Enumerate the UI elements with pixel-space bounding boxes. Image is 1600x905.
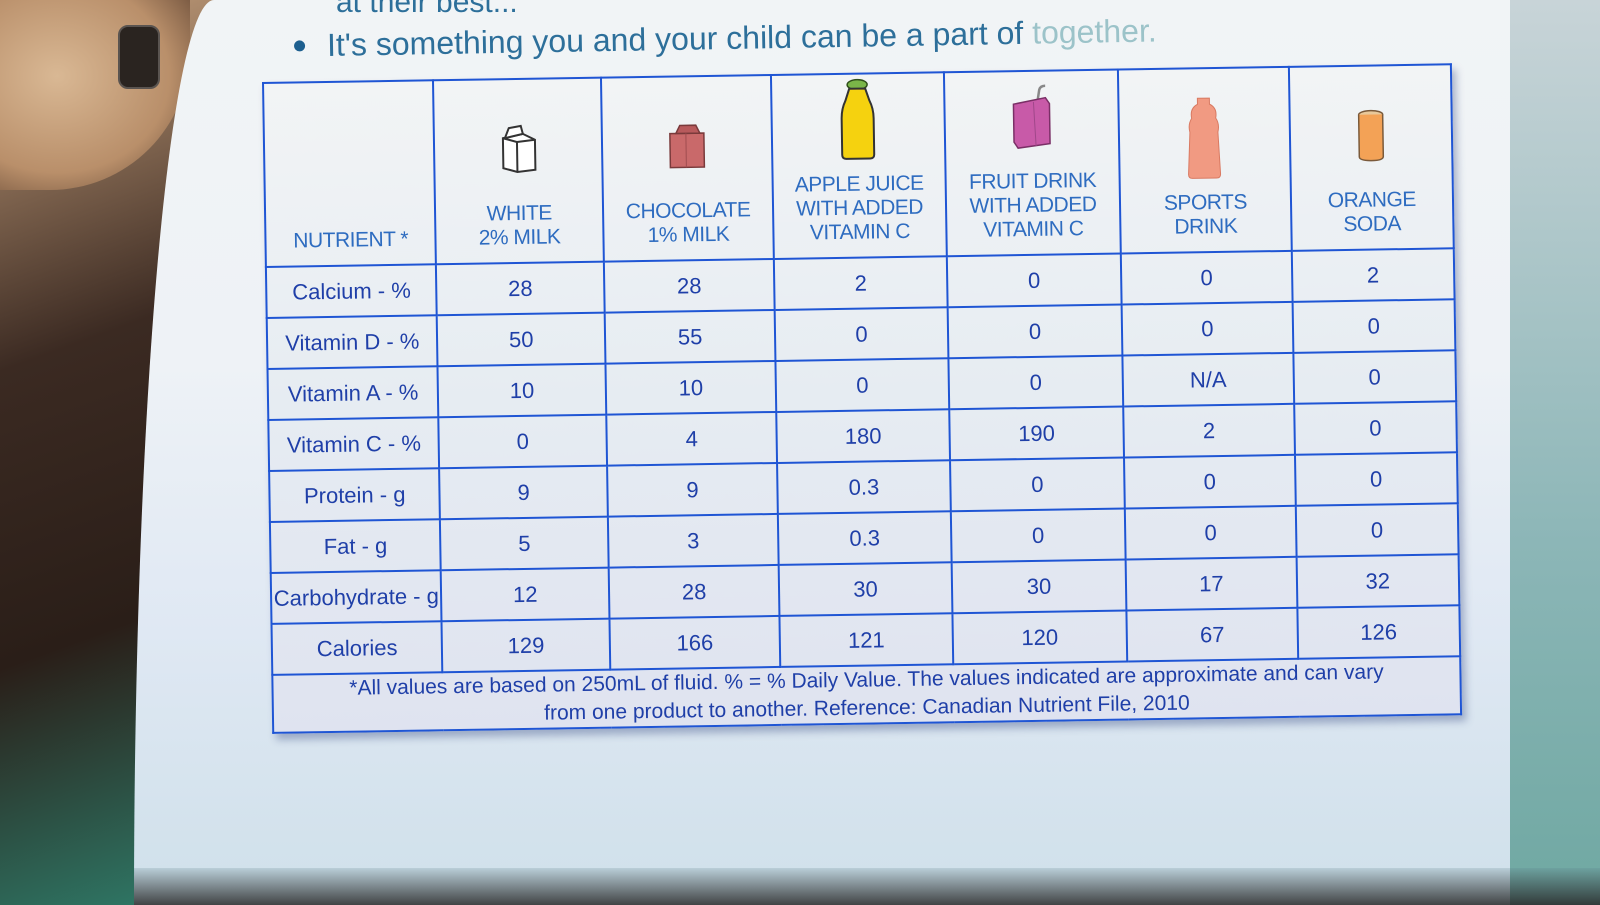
table-cell: 0	[1125, 505, 1297, 560]
table-cell: 0	[946, 253, 1122, 308]
table-cell: 3	[607, 513, 779, 568]
table-cell: 9	[606, 462, 779, 517]
row-label: Vitamin D - %	[266, 315, 438, 369]
table-cell: 0	[1293, 401, 1457, 455]
table-cell: 28	[608, 564, 780, 619]
column-label-line1: CHOCOLATE	[625, 198, 751, 224]
ring	[118, 25, 160, 89]
row-label: Vitamin C - %	[268, 417, 440, 471]
table-cell: 0	[1121, 250, 1293, 305]
table-cell: 129	[441, 618, 611, 673]
row-label: Vitamin A - %	[267, 366, 439, 420]
header-row: NUTRIENT * WHITE 2% MILK	[263, 64, 1454, 267]
nutrient-column-header: NUTRIENT *	[263, 80, 437, 267]
sports-bottle-icon	[1188, 97, 1222, 179]
column-label-line2: WITH ADDED	[969, 192, 1097, 218]
column-label-line1: WHITE	[486, 201, 552, 226]
column-label-line2: 2% MILK	[478, 225, 561, 250]
table-cell: 30	[778, 562, 953, 616]
column-label-line2: SODA	[1343, 212, 1402, 237]
table-cell: 12	[441, 567, 610, 622]
table-cell: 180	[776, 409, 950, 463]
table-cell: 0	[950, 508, 1126, 563]
juice-bottle-icon	[841, 78, 876, 160]
table-cell: 190	[948, 406, 1125, 461]
bullet-dot-icon	[293, 40, 306, 52]
column-label-line2: 1% MILK	[647, 222, 730, 247]
bullet-text-faded: together.	[1031, 12, 1157, 51]
table-cell: 5	[440, 516, 609, 571]
table-cell: 0	[1294, 452, 1458, 506]
column-header-orange-soda: ORANGE SODA	[1288, 64, 1454, 251]
table-cell: 166	[609, 615, 781, 670]
page-bottom-shadow	[134, 868, 1600, 905]
finger-background	[0, 0, 190, 190]
row-label: Carbohydrate - g	[270, 570, 442, 624]
row-label: Calories	[271, 621, 443, 675]
column-header-apple-juice: APPLE JUICE WITH ADDED VITAMIN C	[771, 72, 947, 259]
column-header-sports-drink: SPORTS DRINK	[1118, 66, 1292, 254]
table-cell: 0	[1293, 350, 1457, 404]
column-label-line1: FRUIT DRINK	[968, 168, 1097, 194]
table-cell: 67	[1126, 607, 1298, 662]
table-cell: 2	[774, 256, 948, 310]
background-surface	[1510, 0, 1600, 905]
table-cell: 0	[1295, 503, 1459, 557]
nutrition-table-container: NUTRIENT * WHITE 2% MILK	[262, 63, 1463, 734]
milk-carton-white-icon	[502, 124, 537, 174]
table-cell: 55	[604, 309, 776, 364]
table-cell: 0	[775, 358, 949, 412]
row-label: Calcium - %	[265, 264, 438, 318]
milk-carton-chocolate-icon	[669, 124, 706, 169]
table-cell: 10	[605, 360, 777, 415]
table-cell: 120	[952, 610, 1128, 665]
table-cell: 0.3	[778, 511, 952, 565]
row-label: Fat - g	[269, 519, 442, 573]
table-cell: 126	[1297, 605, 1461, 659]
juice-box-icon	[1012, 84, 1051, 149]
table-cell: 0.3	[777, 460, 951, 514]
table-cell: 28	[603, 258, 775, 313]
table-cell: 0	[1124, 454, 1296, 509]
table-cell: N/A	[1122, 352, 1294, 407]
table-cell: 2	[1291, 248, 1455, 302]
table-cell: 4	[606, 411, 778, 466]
column-label-line3: VITAMIN C	[809, 219, 911, 245]
table-cell: 0	[1292, 299, 1456, 353]
table-cell: 0	[1121, 301, 1294, 356]
column-label-line1: SPORTS	[1163, 190, 1248, 215]
column-label-line1: APPLE JUICE	[794, 171, 924, 197]
table-cell: 0	[947, 304, 1123, 359]
column-label-line2: DRINK	[1174, 214, 1238, 239]
column-label-line1: ORANGE	[1327, 187, 1416, 213]
column-header-chocolate-milk: CHOCOLATE 1% MILK	[600, 75, 775, 262]
table-cell: 0	[948, 355, 1124, 410]
table-cell: 0	[949, 457, 1126, 512]
intro-text-cutoff: at their best...	[336, 0, 518, 19]
table-cell: 50	[437, 312, 606, 367]
table-cell: 10	[437, 363, 607, 418]
column-header-white-milk: WHITE 2% MILK	[433, 77, 604, 265]
column-label-line2: WITH ADDED	[795, 195, 924, 221]
table-cell: 17	[1125, 556, 1298, 611]
row-label: Protein - g	[269, 468, 441, 522]
column-header-fruit-drink: FRUIT DRINK WITH ADDED VITAMIN C	[943, 69, 1122, 257]
table-cell: 0	[438, 414, 607, 469]
column-label-line3: VITAMIN C	[983, 217, 1084, 242]
table-cell: 30	[951, 559, 1127, 614]
table-cell: 121	[779, 613, 953, 667]
table-cell: 32	[1296, 554, 1460, 608]
table-cell: 2	[1123, 403, 1295, 458]
table-cell: 0	[774, 307, 949, 361]
soda-can-icon	[1357, 109, 1384, 162]
nutrition-comparison-table: NUTRIENT * WHITE 2% MILK	[262, 63, 1463, 734]
table-cell: 9	[439, 465, 608, 520]
table-cell: 28	[436, 261, 605, 316]
